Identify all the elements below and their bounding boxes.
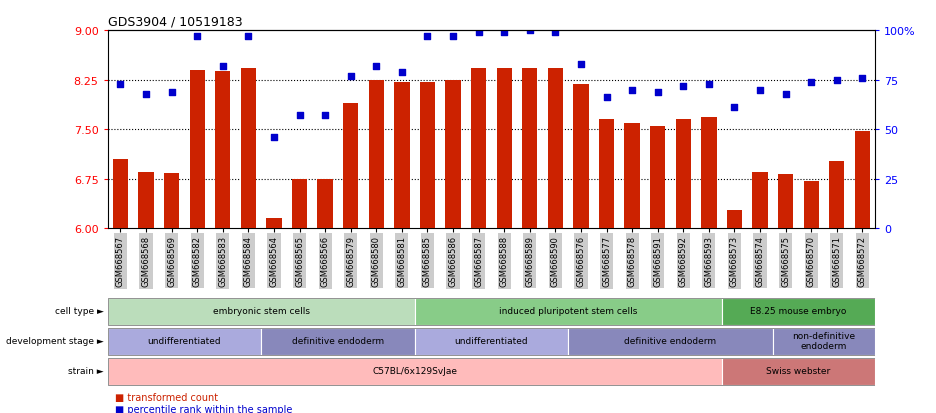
Bar (829, 161, 844, 229)
Bar (343, 104, 358, 229)
Point (651, 89, 665, 95)
Bar (650, 127, 665, 229)
Point (420, 33, 435, 40)
Bar (496, 69, 512, 229)
Bar (241, 69, 256, 229)
Point (292, 113, 307, 119)
Bar (261, 328, 415, 355)
Bar (446, 81, 461, 229)
Bar (317, 179, 333, 229)
Text: E8.25 mouse embryo: E8.25 mouse embryo (751, 307, 846, 316)
Bar (803, 181, 819, 229)
Bar (415, 299, 722, 325)
Bar (108, 358, 722, 385)
Text: cell type ►: cell type ► (55, 307, 104, 316)
Point (497, 30, 512, 36)
Bar (292, 179, 307, 229)
Bar (778, 175, 794, 229)
Point (522, 28, 537, 34)
Point (139, 91, 154, 97)
Text: undifferentiated: undifferentiated (455, 337, 528, 345)
Bar (548, 69, 563, 229)
Point (113, 81, 128, 88)
Bar (701, 118, 717, 229)
Bar (369, 81, 384, 229)
Point (215, 63, 230, 70)
Bar (624, 123, 640, 229)
Point (446, 33, 461, 40)
Point (344, 73, 358, 80)
Point (727, 105, 742, 112)
Bar (722, 299, 875, 325)
Text: strain ►: strain ► (68, 366, 104, 375)
Point (190, 33, 205, 40)
Bar (753, 173, 768, 229)
Point (548, 30, 563, 36)
Point (855, 75, 870, 82)
Bar (415, 328, 568, 355)
Text: undifferentiated: undifferentiated (148, 337, 221, 345)
Bar (773, 328, 875, 355)
Text: ■ percentile rank within the sample: ■ percentile rank within the sample (115, 404, 293, 413)
Bar (471, 69, 487, 229)
Point (394, 69, 409, 76)
Point (369, 63, 384, 70)
Bar (568, 328, 773, 355)
Text: ■ transformed count: ■ transformed count (115, 392, 218, 402)
Point (804, 79, 819, 86)
Bar (573, 85, 589, 229)
Bar (394, 83, 410, 229)
Point (164, 89, 179, 95)
Point (829, 77, 844, 84)
Text: embryonic stem cells: embryonic stem cells (212, 307, 310, 316)
Bar (266, 219, 282, 229)
Point (471, 30, 486, 36)
Bar (599, 120, 614, 229)
Bar (855, 131, 870, 229)
Text: non-definitive
endoderm: non-definitive endoderm (793, 331, 856, 351)
Point (676, 83, 691, 90)
Bar (108, 328, 261, 355)
Text: GDS3904 / 10519183: GDS3904 / 10519183 (108, 15, 242, 28)
Point (317, 113, 332, 119)
Bar (108, 299, 415, 325)
Point (574, 61, 589, 68)
Bar (164, 174, 180, 229)
Text: development stage ►: development stage ► (7, 337, 104, 345)
Bar (419, 83, 435, 229)
Bar (215, 72, 230, 229)
Text: definitive endoderm: definitive endoderm (292, 337, 384, 345)
Text: induced pluripotent stem cells: induced pluripotent stem cells (499, 307, 637, 316)
Text: Swiss webster: Swiss webster (767, 366, 830, 375)
Point (267, 135, 282, 141)
Point (241, 33, 256, 40)
Bar (522, 69, 537, 229)
Bar (139, 173, 154, 229)
Point (778, 91, 793, 97)
Bar (722, 358, 875, 385)
Point (701, 81, 716, 88)
Bar (112, 159, 128, 229)
Bar (189, 71, 205, 229)
Text: definitive endoderm: definitive endoderm (624, 337, 717, 345)
Point (753, 87, 768, 94)
Point (624, 87, 639, 94)
Point (599, 95, 614, 102)
Bar (726, 210, 742, 229)
Bar (676, 120, 691, 229)
Text: C57BL/6x129SvJae: C57BL/6x129SvJae (373, 366, 457, 375)
